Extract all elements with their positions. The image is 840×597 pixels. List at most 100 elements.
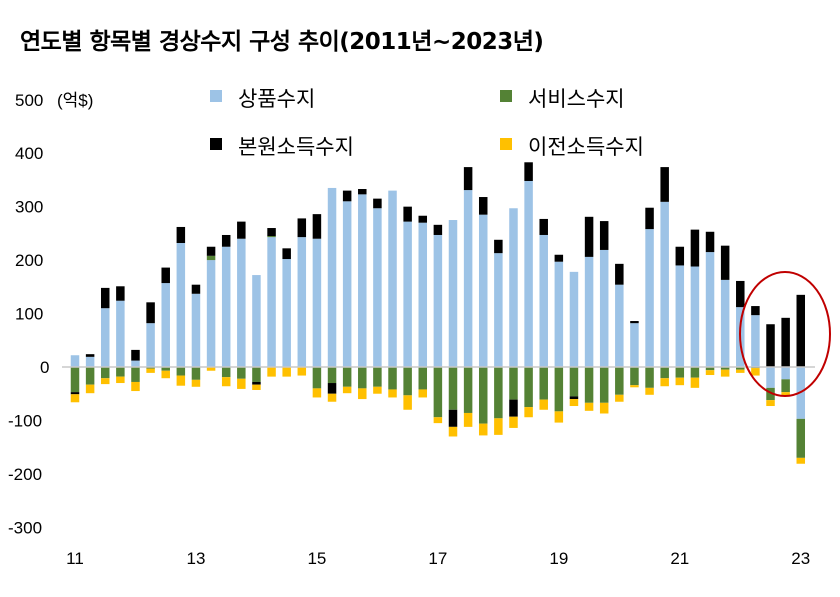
bar-segment-goods (191, 293, 201, 367)
bar-segment-primary-income (176, 226, 186, 243)
bar-segment-transfer (191, 379, 201, 387)
bar-segment-goods (146, 323, 155, 367)
bar-segment-goods (751, 315, 760, 367)
bar-segment-goods (116, 300, 125, 367)
bar-segment-primary-income (267, 228, 276, 237)
bar-segment-goods (433, 234, 443, 367)
bar-segment-transfer (645, 387, 654, 395)
legend-label: 본원소득수지 (238, 135, 354, 159)
x-tick-label: 19 (549, 549, 568, 568)
bar-segment-goods (206, 260, 216, 367)
bar-segment-goods (342, 201, 352, 367)
bar-segment-services (569, 367, 579, 397)
bar-segment-services (675, 367, 685, 378)
legend-swatch (500, 90, 512, 102)
bar-segment-services (161, 367, 170, 371)
bar-segment-services (448, 367, 458, 410)
legend-label: 서비스수지 (528, 87, 625, 111)
bar-segment-primary-income (161, 267, 170, 284)
bar-segment-transfer (342, 386, 352, 394)
legend-swatch (210, 138, 222, 150)
bar-segment-primary-income (494, 239, 503, 254)
bar-segment-primary-income (705, 231, 715, 253)
bar-segment-transfer (252, 384, 261, 390)
bar-segment-primary-income (690, 229, 700, 267)
bar-segment-transfer (615, 394, 624, 402)
bar-segment-transfer (221, 377, 231, 387)
y-tick-label: 500 (15, 91, 43, 110)
bar-segment-services (463, 367, 473, 413)
bar-segment-services (146, 367, 155, 369)
bar-segment-goods (766, 367, 775, 388)
bar-segment-services (690, 367, 700, 378)
bar-segment-primary-income (539, 218, 548, 235)
bar-segment-transfer (554, 411, 564, 423)
bar-segment-services (630, 367, 639, 386)
bar-segment-transfer (85, 384, 95, 394)
bar-segment-services (796, 418, 806, 458)
bar-segment-transfer (463, 412, 473, 427)
bar-segment-transfer (630, 385, 639, 388)
bar-segment-primary-income (85, 354, 95, 357)
bar-segment-goods (494, 253, 503, 367)
bar-segment-transfer (131, 381, 140, 392)
bar-segment-primary-income (509, 399, 518, 417)
bar-segment-primary-income (131, 349, 140, 361)
bar-segment-transfer (736, 369, 745, 373)
bar-segment-services (720, 367, 730, 370)
bar-segment-primary-income (751, 306, 760, 316)
bar-segment-primary-income (720, 245, 730, 280)
y-unit-label: (억$) (57, 91, 93, 110)
bar-segment-goods (524, 180, 533, 367)
bar-segment-transfer (116, 376, 125, 384)
bar-segment-transfer (327, 393, 337, 402)
y-tick-label: -100 (8, 411, 42, 430)
bar-segment-goods (221, 246, 231, 367)
bar-segment-goods (478, 214, 488, 367)
bar-segment-transfer (358, 388, 367, 400)
bar-segment-services (660, 367, 669, 379)
bar-segment-transfer (569, 399, 579, 407)
bar-segment-transfer (705, 370, 715, 376)
bar-segment-goods (70, 355, 80, 367)
bar-segment-primary-income (146, 302, 155, 324)
y-tick-label: 400 (15, 144, 43, 163)
bar-segment-services (781, 379, 790, 393)
bar-segment-primary-income (221, 234, 231, 247)
bar-segment-primary-income (660, 167, 669, 202)
bar-segment-primary-income (645, 207, 654, 230)
bar-segment-goods (327, 187, 337, 367)
bar-segment-transfer (494, 418, 503, 435)
bar-segment-transfer (312, 388, 322, 398)
bar-segment-transfer (70, 394, 80, 403)
y-axis: 500 400 300 200 100 0 -100 -200 -300 (억$) (8, 91, 93, 538)
bar-segment-goods (599, 249, 609, 367)
bar-segment-goods (630, 323, 639, 367)
bar-segment-transfer (418, 389, 428, 398)
bar-segment-transfer (539, 399, 548, 410)
bar-segment-primary-income (237, 221, 246, 239)
bar-segment-primary-income (478, 197, 488, 215)
bar-segment-primary-income (116, 286, 125, 301)
bar-segment-services (327, 367, 337, 384)
bar-segment-services (418, 367, 428, 390)
bar-segment-services (116, 367, 125, 377)
bar-segment-goods (282, 259, 291, 367)
chart-title: 연도별 항목별 경상수지 구성 추이(2011년~2023년) (20, 29, 544, 55)
bar-segment-services (252, 367, 261, 382)
bar-segment-services (176, 367, 186, 376)
y-tick-label: 300 (15, 198, 43, 217)
bar-segment-services (267, 236, 276, 238)
bar-segment-transfer (146, 368, 155, 373)
bar-segment-transfer (267, 367, 276, 377)
bar-segment-transfer (282, 367, 291, 377)
bar-segment-services (509, 367, 518, 400)
bar-segment-services (358, 367, 367, 389)
bar-segment-goods (418, 222, 428, 367)
bar-segment-services (312, 367, 322, 389)
bar-segment-goods (463, 190, 473, 367)
bar-segment-primary-income (766, 324, 775, 367)
bar-segment-goods (448, 220, 458, 367)
bar-segment-goods (131, 360, 140, 367)
